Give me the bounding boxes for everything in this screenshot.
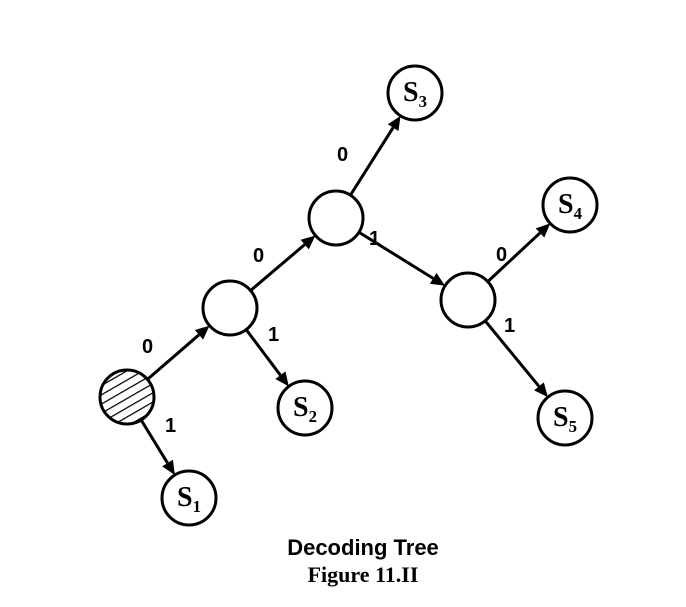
edge-label: 0 [496, 244, 507, 266]
root-node [100, 370, 154, 424]
edge [147, 335, 199, 380]
edge-label: 0 [337, 144, 348, 166]
caption-title: Decoding Tree [287, 535, 439, 560]
edge-label: 0 [142, 336, 153, 358]
edge [350, 128, 393, 196]
edge-label: 1 [369, 228, 380, 250]
internal-node [203, 281, 257, 335]
edge-label: 1 [165, 415, 176, 437]
edge-label: 1 [504, 315, 515, 337]
caption-figure: Figure 11.II [308, 562, 419, 587]
edge [141, 420, 167, 463]
edge-label: 1 [268, 324, 279, 346]
internal-node [309, 191, 363, 245]
decoding-tree-diagram: S1S2S3S4S5 01010101 Decoding Tree Figure… [0, 0, 686, 607]
edge-label: 0 [253, 245, 264, 267]
internal-node [441, 273, 495, 327]
